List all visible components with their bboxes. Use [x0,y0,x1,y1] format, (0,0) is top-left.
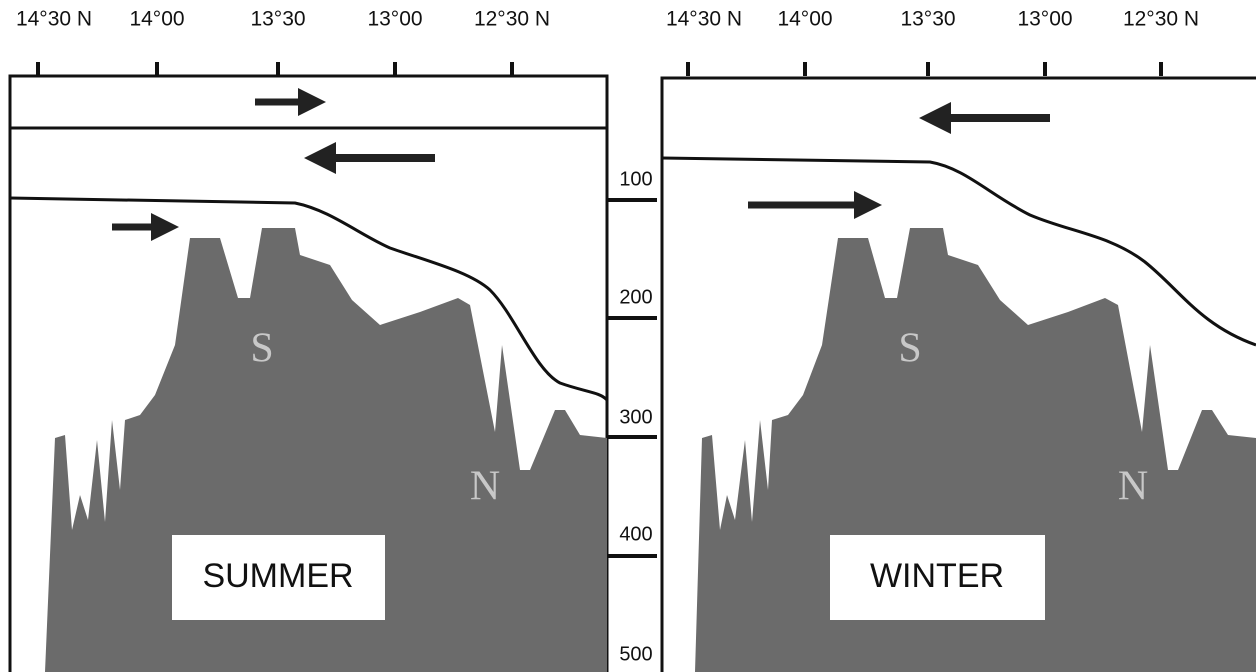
depth-label: 100 [619,168,652,190]
latitude-label: 14°00 [129,8,184,31]
latitude-label: 13°00 [1017,8,1072,31]
latitude-label: 13°00 [367,8,422,31]
latitude-label: 12°30 N [1123,8,1199,31]
summer-panel: S N SUMMER [8,74,609,672]
latitude-label: 14°30 N [16,8,92,31]
latitude-label: 13°30 [250,8,305,31]
season-label: SUMMER [202,557,353,595]
interface-line [9,196,609,402]
interface-line [661,156,1256,347]
season-box [172,535,385,620]
depth-label: 400 [619,523,652,545]
axes: 14°30 N 14°00 13°30 13°00 12°30 N 14°30 N 14°0… [16,8,1199,666]
season-label: WINTER [870,557,1004,595]
latitude-label: 12°30 N [474,8,550,31]
latitude-label: 13°30 [900,8,955,31]
latitude-label: 14°00 [777,8,832,31]
ridge-label: S [250,326,273,372]
depth-label: 500 [619,643,652,665]
ridge-label: N [1118,464,1148,510]
depth-label: 200 [619,286,652,308]
depth-label: 300 [619,406,652,428]
ridge-label: S [898,326,921,372]
ridge-label: N [470,464,500,510]
winter-panel: S N WINTER [660,76,1256,672]
season-box [830,535,1045,620]
latitude-label: 14°30 N [666,8,742,31]
